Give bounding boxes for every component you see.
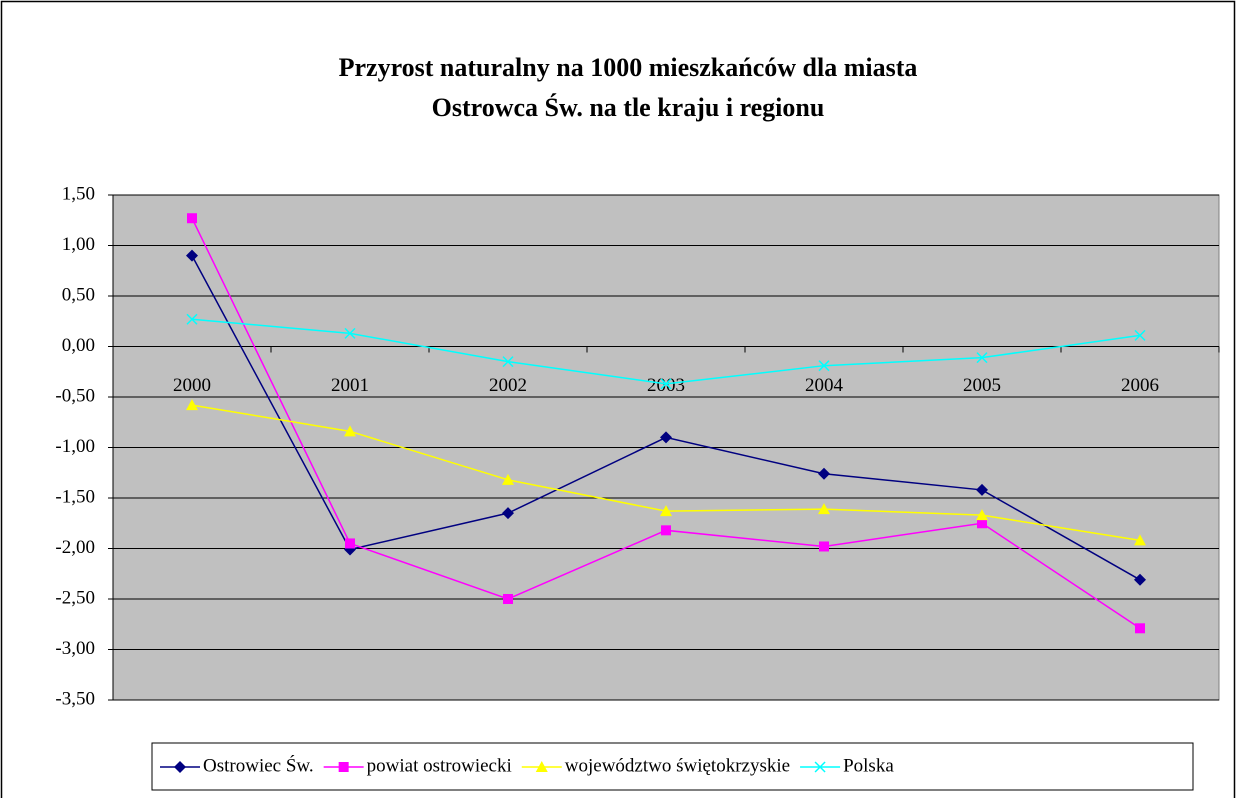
marker bbox=[502, 356, 514, 368]
x-tick-label: 2002 bbox=[489, 375, 527, 396]
marker bbox=[661, 525, 671, 536]
y-tick-label: -0,50 bbox=[55, 385, 95, 406]
marker bbox=[660, 505, 672, 517]
marker bbox=[660, 431, 672, 444]
marker bbox=[1134, 573, 1146, 586]
marker bbox=[1134, 329, 1146, 341]
marker bbox=[344, 327, 356, 339]
y-tick-label: -1,00 bbox=[55, 436, 95, 457]
y-tick-label: 1,00 bbox=[62, 234, 95, 255]
marker bbox=[1134, 534, 1146, 546]
y-tick-label: -1,50 bbox=[55, 486, 95, 507]
y-tick-label: -2,50 bbox=[55, 587, 95, 608]
marker bbox=[502, 473, 514, 485]
chart-title: Przyrost naturalny na 1000 mieszkańców d… bbox=[339, 53, 918, 82]
marker bbox=[344, 425, 356, 437]
marker bbox=[502, 507, 514, 520]
x-tick-label: 2006 bbox=[1121, 375, 1159, 396]
x-tick-label: 2001 bbox=[331, 375, 369, 396]
y-tick-label: -3,50 bbox=[55, 688, 95, 709]
marker bbox=[818, 503, 830, 515]
marker bbox=[976, 483, 988, 496]
marker bbox=[814, 761, 826, 773]
legend-label: powiat ostrowiecki bbox=[367, 755, 512, 776]
x-tick-label: 2000 bbox=[173, 375, 211, 396]
y-tick-label: 0,50 bbox=[62, 284, 95, 305]
marker bbox=[535, 761, 548, 772]
marker bbox=[187, 213, 197, 224]
y-tick-label: -3,00 bbox=[55, 638, 95, 659]
y-tick-label: -2,00 bbox=[55, 537, 95, 558]
y-tick-label: 0,00 bbox=[62, 335, 95, 356]
marker bbox=[1135, 623, 1145, 634]
x-tick-label: 2003 bbox=[647, 375, 685, 396]
marker bbox=[660, 378, 672, 390]
chart-title: Ostrowca Św. na tle kraju i regionu bbox=[432, 93, 825, 122]
marker bbox=[186, 313, 198, 325]
marker bbox=[976, 352, 988, 364]
marker bbox=[186, 399, 198, 411]
legend-label: Polska bbox=[843, 755, 894, 776]
marker bbox=[503, 594, 513, 604]
marker bbox=[819, 541, 829, 552]
marker bbox=[338, 762, 349, 772]
marker bbox=[818, 360, 830, 372]
marker bbox=[186, 249, 198, 262]
y-tick-label: 1,50 bbox=[62, 183, 95, 204]
legend-label: Ostrowiec Św. bbox=[203, 754, 314, 776]
legend-label: województwo świętokrzyskie bbox=[565, 755, 790, 776]
marker bbox=[345, 538, 355, 549]
marker bbox=[976, 509, 988, 521]
marker bbox=[174, 761, 186, 773]
marker bbox=[818, 467, 830, 480]
marker bbox=[977, 518, 987, 529]
x-tick-label: 2004 bbox=[805, 375, 844, 396]
x-tick-label: 2005 bbox=[963, 375, 1001, 396]
